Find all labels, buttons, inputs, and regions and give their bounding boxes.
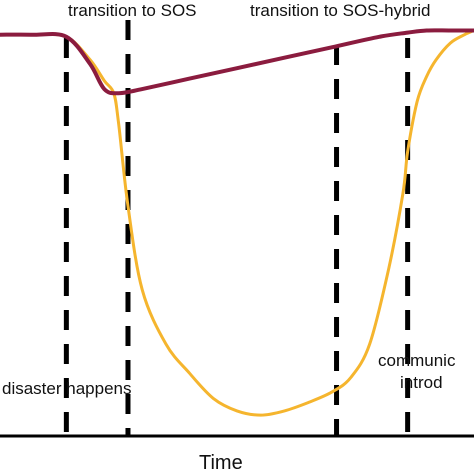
annotation-community-line2: introd — [400, 373, 443, 392]
annotation-transition-to-sos-hybrid: transition to SOS-hybrid — [250, 1, 430, 20]
series-lines — [0, 28, 474, 417]
annotation-community-line1: communic — [378, 351, 456, 370]
series-line-dark — [0, 28, 474, 96]
annotation-disaster-happens: disaster happens — [2, 379, 131, 398]
series-line-light — [0, 29, 474, 417]
marker-lines — [63, 20, 411, 436]
x-axis-title: Time — [199, 452, 243, 474]
annotation-transition-to-sos: transition to SOS — [68, 1, 197, 20]
